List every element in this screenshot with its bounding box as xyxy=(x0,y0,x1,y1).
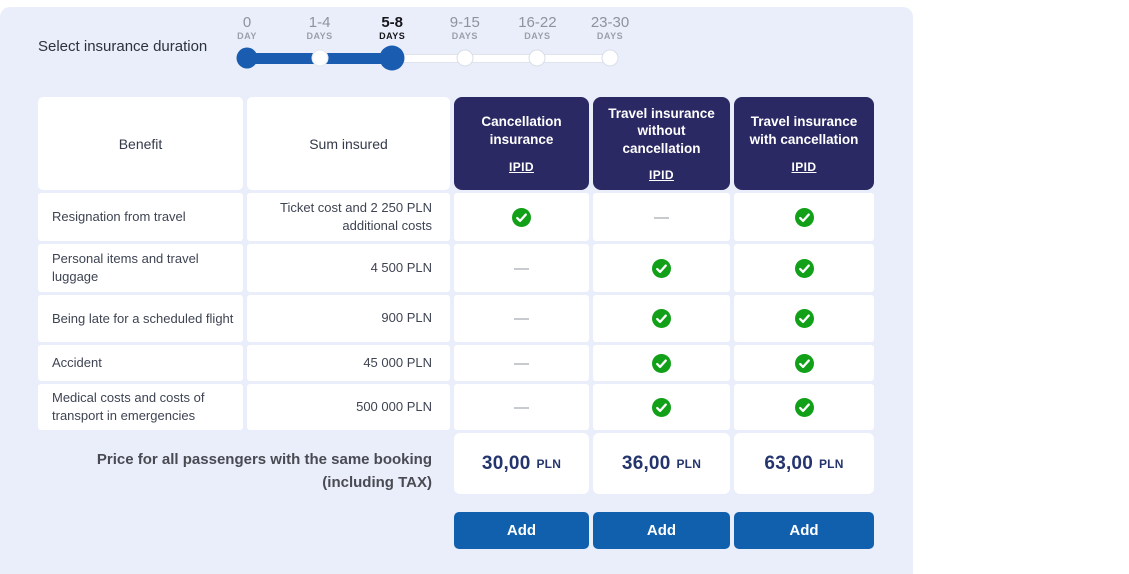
duration-stop-5-8[interactable]: 5-8 DAYS xyxy=(347,15,437,41)
benefit-cell: Accident xyxy=(38,345,243,381)
check-icon xyxy=(652,397,671,417)
duration-stop-16-22[interactable]: 16-22 DAYS xyxy=(492,15,582,41)
sum-insured-cell: 500 000 PLN xyxy=(247,384,450,430)
duration-dot-0[interactable] xyxy=(236,47,258,69)
included-cell xyxy=(734,295,874,342)
stop-unit: DAYS xyxy=(451,30,478,41)
price-cell-1: 36,00 PLN xyxy=(593,433,730,494)
product-header-0: Cancellation insurance IPID xyxy=(454,97,589,190)
price-cell-2: 63,00 PLN xyxy=(734,433,874,494)
price-amount: 30,00 xyxy=(481,452,531,474)
check-icon xyxy=(652,353,671,373)
product-header-2: Travel insurance with cancellation IPID xyxy=(734,97,874,190)
price-amount: 63,00 xyxy=(764,452,813,474)
sum-insured-column-header: Sum insured xyxy=(247,97,450,190)
not-included-cell: — xyxy=(454,244,589,292)
duration-dot-16-22[interactable] xyxy=(528,49,546,67)
add-cell-0: Add xyxy=(454,497,589,549)
included-cell xyxy=(734,193,874,241)
ipid-link[interactable]: IPID xyxy=(791,159,817,174)
product-title: Travel insurance with cancellation xyxy=(749,114,859,147)
included-cell xyxy=(734,384,874,430)
check-icon xyxy=(652,309,671,328)
stop-value: 23-30 xyxy=(590,14,630,31)
duration-dot-1-4[interactable] xyxy=(311,49,329,67)
duration-stop-23-30[interactable]: 23-30 DAYS xyxy=(565,15,655,41)
dash-icon: — xyxy=(514,354,529,372)
included-cell xyxy=(734,244,874,292)
included-cell xyxy=(593,384,730,430)
check-icon xyxy=(794,353,814,373)
duration-dot-23-30[interactable] xyxy=(601,49,619,67)
benefit-cell: Medical costs and costs of transport in … xyxy=(38,384,243,430)
benefit-cell: Personal items and travel luggage xyxy=(38,244,243,292)
add-button-0[interactable]: Add xyxy=(454,512,589,549)
add-button-2[interactable]: Add xyxy=(734,512,874,549)
benefit-cell: Being late for a scheduled flight xyxy=(38,295,243,342)
not-included-cell: — xyxy=(454,345,589,381)
ipid-link[interactable]: IPID xyxy=(509,159,534,174)
add-cell-2: Add xyxy=(734,497,874,549)
dash-icon: — xyxy=(514,310,529,327)
stop-value: 9-15 xyxy=(449,14,480,31)
stop-unit: DAY xyxy=(237,30,257,41)
duration-stop-1-4[interactable]: 1-4 DAYS xyxy=(275,15,365,41)
price-row-label-line2: (including TAX) xyxy=(322,473,432,491)
check-icon xyxy=(794,397,814,417)
stop-value: 5-8 xyxy=(381,14,404,31)
stop-value: 1-4 xyxy=(308,14,331,31)
add-row-spacer xyxy=(38,497,450,549)
not-included-cell: — xyxy=(593,193,730,241)
check-icon xyxy=(794,309,814,328)
check-icon xyxy=(794,207,814,227)
insurance-table: Benefit Sum insured Cancellation insuran… xyxy=(38,97,874,549)
stop-unit: DAYS xyxy=(596,30,624,41)
insurance-panel: Select insurance duration 0 DAY 1-4 DAYS 5-8… xyxy=(0,7,913,574)
check-icon xyxy=(512,207,531,227)
dash-icon: — xyxy=(514,398,529,416)
price-currency: PLN xyxy=(536,456,562,471)
duration-stop-9-15[interactable]: 9-15 DAYS xyxy=(420,15,510,41)
stop-value: 0 xyxy=(242,14,252,31)
price-currency: PLN xyxy=(676,456,702,471)
not-included-cell: — xyxy=(454,295,589,342)
add-button-1[interactable]: Add xyxy=(593,512,730,549)
stop-unit: DAYS xyxy=(524,30,551,41)
sum-insured-cell: 900 PLN xyxy=(247,295,450,342)
product-title: Travel insurance without cancellation xyxy=(608,105,715,156)
product-title: Cancellation insurance xyxy=(481,114,562,147)
included-cell xyxy=(593,295,730,342)
dash-icon: — xyxy=(654,208,669,226)
price-amount: 36,00 xyxy=(621,452,671,474)
not-included-cell: — xyxy=(454,384,589,430)
stop-unit: DAYS xyxy=(379,30,406,41)
duration-dot-9-15[interactable] xyxy=(456,49,474,67)
included-cell xyxy=(454,193,589,241)
stop-unit: DAYS xyxy=(306,30,333,41)
duration-stop-0[interactable]: 0 DAY xyxy=(202,15,292,41)
check-icon xyxy=(794,258,814,278)
benefit-cell: Resignation from travel xyxy=(38,193,243,241)
duration-slider[interactable]: 0 DAY 1-4 DAYS 5-8 DAYS 9-15 DAYS 16-22 DAYS 23-30… xyxy=(236,15,629,81)
sum-insured-cell: Ticket cost and 2 250 PLN additional cos… xyxy=(247,193,450,241)
add-cell-1: Add xyxy=(593,497,730,549)
sum-insured-cell: 4 500 PLN xyxy=(247,244,450,292)
dash-icon: — xyxy=(514,259,529,277)
sum-insured-cell: 45 000 PLN xyxy=(247,345,450,381)
price-cell-0: 30,00 PLN xyxy=(454,433,589,494)
price-row-label: Price for all passengers with the same b… xyxy=(38,433,450,494)
product-header-1: Travel insurance without cancellation IPI… xyxy=(593,97,730,190)
included-cell xyxy=(593,345,730,381)
price-row-label-line1: Price for all passengers with the same b… xyxy=(96,451,432,468)
stop-value: 16-22 xyxy=(518,14,557,31)
benefit-column-header: Benefit xyxy=(38,97,243,190)
ipid-link[interactable]: IPID xyxy=(649,168,674,183)
check-icon xyxy=(652,258,671,278)
included-cell xyxy=(734,345,874,381)
included-cell xyxy=(593,244,730,292)
price-currency: PLN xyxy=(818,456,844,471)
duration-label: Select insurance duration xyxy=(38,38,208,55)
duration-dot-5-8[interactable] xyxy=(379,45,405,71)
